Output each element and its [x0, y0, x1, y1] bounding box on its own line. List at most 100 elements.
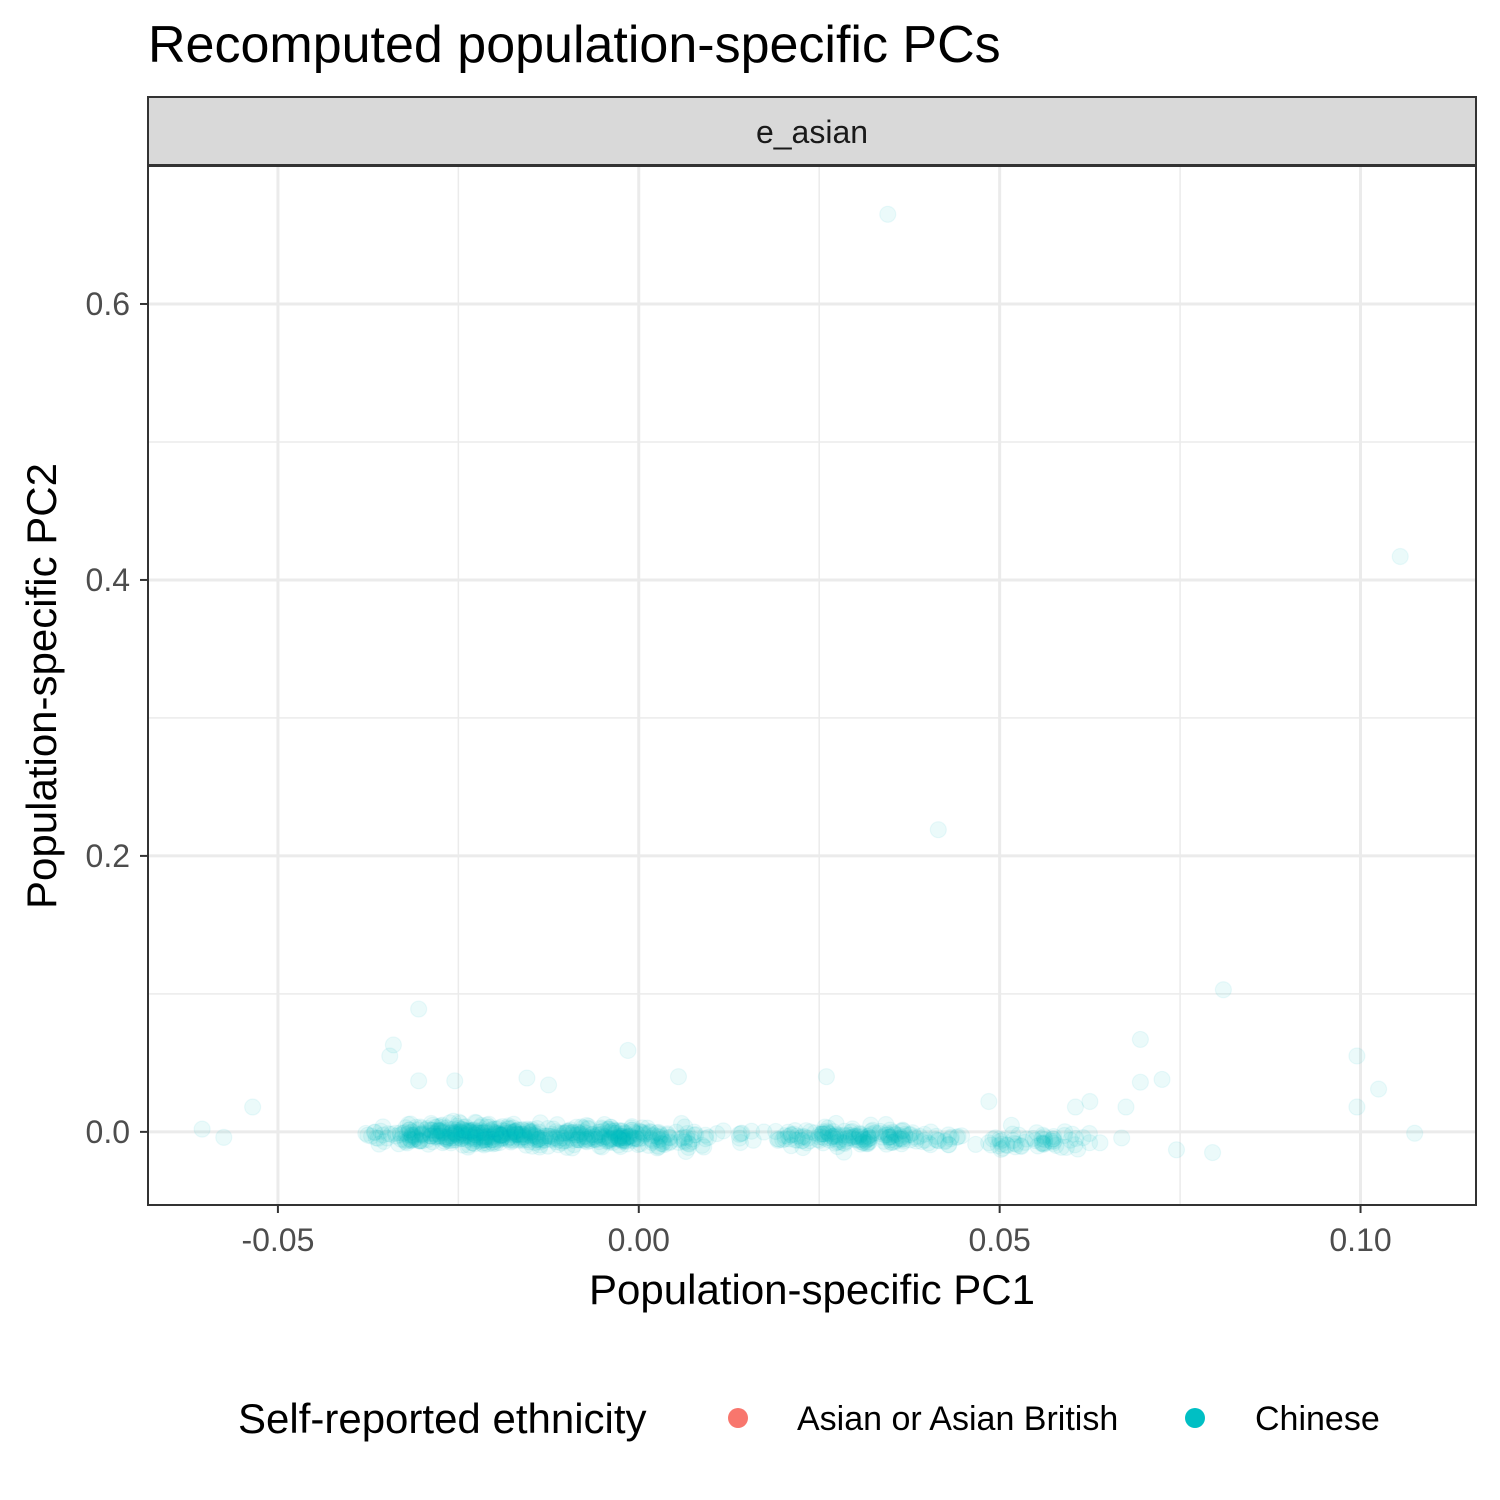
data-point	[1002, 1116, 1021, 1134]
data-points	[193, 205, 1424, 1162]
data-point	[578, 1128, 596, 1146]
data-point	[653, 1132, 672, 1150]
data-point	[578, 1133, 596, 1151]
data-point	[400, 1121, 418, 1139]
data-point	[826, 1134, 844, 1152]
data-point	[599, 1120, 617, 1138]
data-point	[591, 1137, 609, 1155]
data-point	[648, 1124, 666, 1142]
data-point	[998, 1136, 1016, 1155]
data-point	[1033, 1134, 1051, 1152]
data-point	[620, 1127, 638, 1145]
data-point	[492, 1126, 510, 1144]
data-point	[678, 1124, 696, 1143]
data-point	[493, 1129, 511, 1147]
data-point	[564, 1131, 582, 1149]
data-point	[495, 1124, 513, 1142]
data-point	[466, 1135, 484, 1153]
data-point	[894, 1130, 912, 1149]
data-point	[404, 1131, 422, 1149]
data-point	[450, 1123, 469, 1141]
data-point	[994, 1131, 1012, 1149]
data-point	[670, 1133, 688, 1151]
data-point	[578, 1130, 596, 1148]
data-point	[504, 1119, 522, 1137]
data-point	[1131, 1073, 1149, 1091]
data-point	[552, 1134, 571, 1152]
data-point	[453, 1120, 471, 1139]
data-point	[381, 1047, 399, 1065]
data-point	[699, 1128, 718, 1146]
data-point	[474, 1131, 493, 1149]
data-point	[463, 1124, 481, 1142]
data-point	[939, 1126, 958, 1144]
data-point	[366, 1123, 384, 1141]
data-point	[467, 1122, 486, 1140]
data-point	[391, 1124, 409, 1142]
data-point	[630, 1130, 648, 1148]
data-point	[541, 1127, 559, 1146]
data-point	[796, 1128, 814, 1146]
data-point	[458, 1122, 476, 1140]
data-point	[433, 1118, 451, 1137]
data-point	[562, 1129, 580, 1147]
data-point	[581, 1132, 599, 1150]
data-point	[473, 1124, 491, 1142]
data-point	[614, 1127, 632, 1146]
data-point	[510, 1125, 528, 1143]
data-point	[610, 1127, 628, 1146]
y-axis-title: Population-specific PC2	[18, 463, 65, 909]
data-point	[475, 1134, 494, 1152]
data-point	[494, 1125, 512, 1144]
data-point	[894, 1122, 912, 1140]
data-point	[379, 1125, 397, 1143]
data-point	[475, 1131, 494, 1149]
data-point	[473, 1124, 492, 1142]
data-point	[489, 1130, 507, 1149]
data-point	[838, 1132, 856, 1150]
data-point	[457, 1126, 476, 1144]
data-point	[365, 1123, 384, 1142]
data-point	[648, 1128, 667, 1146]
data-point	[860, 1129, 878, 1147]
data-point	[362, 1127, 381, 1145]
data-point	[885, 1124, 903, 1142]
data-point	[1047, 1136, 1065, 1154]
data-point	[847, 1127, 865, 1145]
data-point	[854, 1130, 873, 1148]
data-point	[906, 1128, 924, 1146]
data-point	[866, 1124, 884, 1142]
data-point	[378, 1129, 396, 1147]
data-point	[813, 1125, 831, 1143]
data-point	[633, 1119, 651, 1137]
data-point	[835, 1134, 853, 1152]
data-point	[486, 1125, 504, 1143]
data-point	[576, 1127, 594, 1145]
data-point	[515, 1129, 533, 1147]
data-point	[506, 1125, 524, 1143]
data-point	[483, 1123, 501, 1141]
chart-title: Recomputed population-specific PCs	[148, 16, 1001, 74]
data-point	[506, 1122, 524, 1141]
data-point	[846, 1127, 864, 1145]
data-point	[627, 1130, 646, 1148]
data-point	[515, 1126, 533, 1144]
data-point	[669, 1068, 688, 1086]
data-point	[400, 1121, 419, 1139]
data-point	[814, 1134, 832, 1152]
data-point	[444, 1112, 462, 1130]
data-point	[485, 1123, 503, 1142]
data-point	[466, 1132, 484, 1150]
data-point	[683, 1130, 702, 1148]
facet-strip-background	[147, 96, 1477, 166]
data-point	[1029, 1137, 1047, 1155]
data-point	[942, 1128, 960, 1146]
data-point	[542, 1125, 561, 1143]
data-point	[447, 1129, 465, 1147]
data-point	[1391, 547, 1409, 566]
data-point	[623, 1118, 641, 1136]
data-point	[792, 1128, 811, 1147]
data-point	[594, 1129, 612, 1148]
data-point	[547, 1133, 565, 1151]
